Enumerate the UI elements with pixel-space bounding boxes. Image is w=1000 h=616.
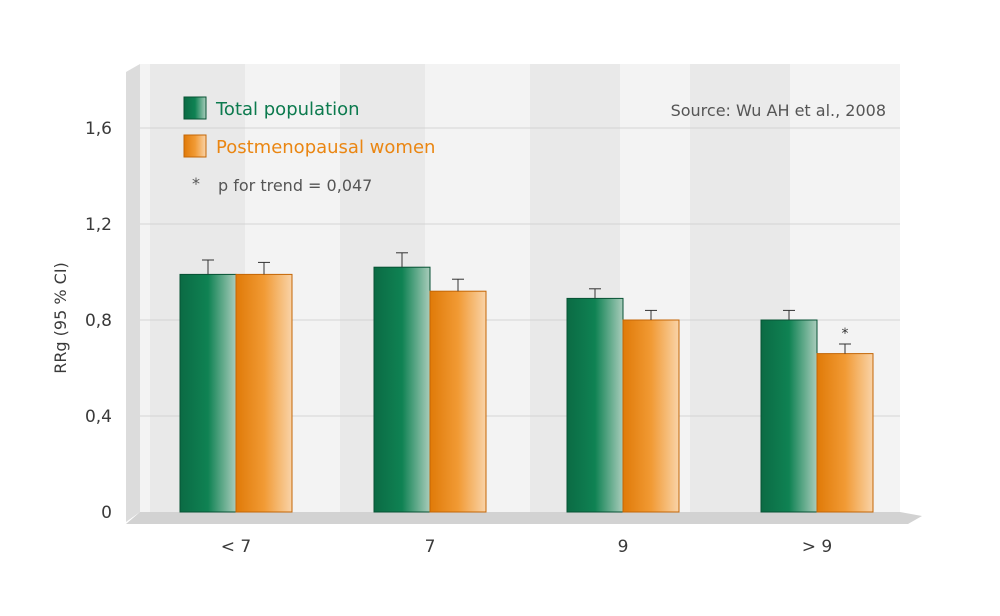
significance-marker: * <box>842 326 849 342</box>
source-note: Source: Wu AH et al., 2008 <box>671 101 886 120</box>
legend-label-total: Total population <box>215 99 360 120</box>
legend: Total population Postmenopausal women * … <box>183 96 435 195</box>
y-axis-label: RRg (95 % CI) <box>51 262 70 374</box>
y-tick-label: 0,8 <box>85 311 112 331</box>
y-tick-labels: 0 0,4 0,8 1,2 1,6 <box>85 119 112 523</box>
footnote-marker: * <box>192 174 200 193</box>
bar-postmenopausal-3 <box>816 353 874 513</box>
y-tick-label: 1,2 <box>85 215 112 235</box>
x-tick-labels: < 7 7 9 > 9 <box>221 537 832 557</box>
x-tick-label: > 9 <box>802 537 832 557</box>
bar-postmenopausal-2 <box>622 319 680 513</box>
bar-total-1 <box>373 266 431 513</box>
bar-total-2 <box>566 297 624 513</box>
bar-postmenopausal-1 <box>429 290 487 513</box>
legend-label-postmenopausal: Postmenopausal women <box>216 137 435 158</box>
x-tick-label: < 7 <box>221 537 251 557</box>
x-tick-label: 7 <box>425 537 436 557</box>
y-tick-label: 0 <box>101 503 112 523</box>
floor <box>126 512 922 524</box>
y-tick-label: 0,4 <box>85 407 112 427</box>
bar-total-0 <box>179 273 237 513</box>
x-tick-label: 9 <box>618 537 629 557</box>
legend-swatch-postmenopausal <box>183 134 207 158</box>
bar-postmenopausal-0 <box>235 273 293 513</box>
y-tick-label: 1,6 <box>85 119 112 139</box>
left-wall <box>126 64 140 522</box>
bars: * <box>179 252 874 513</box>
legend-swatch-total <box>183 96 207 120</box>
bar-total-3 <box>760 319 818 513</box>
footnote-text: p for trend = 0,047 <box>218 176 372 195</box>
